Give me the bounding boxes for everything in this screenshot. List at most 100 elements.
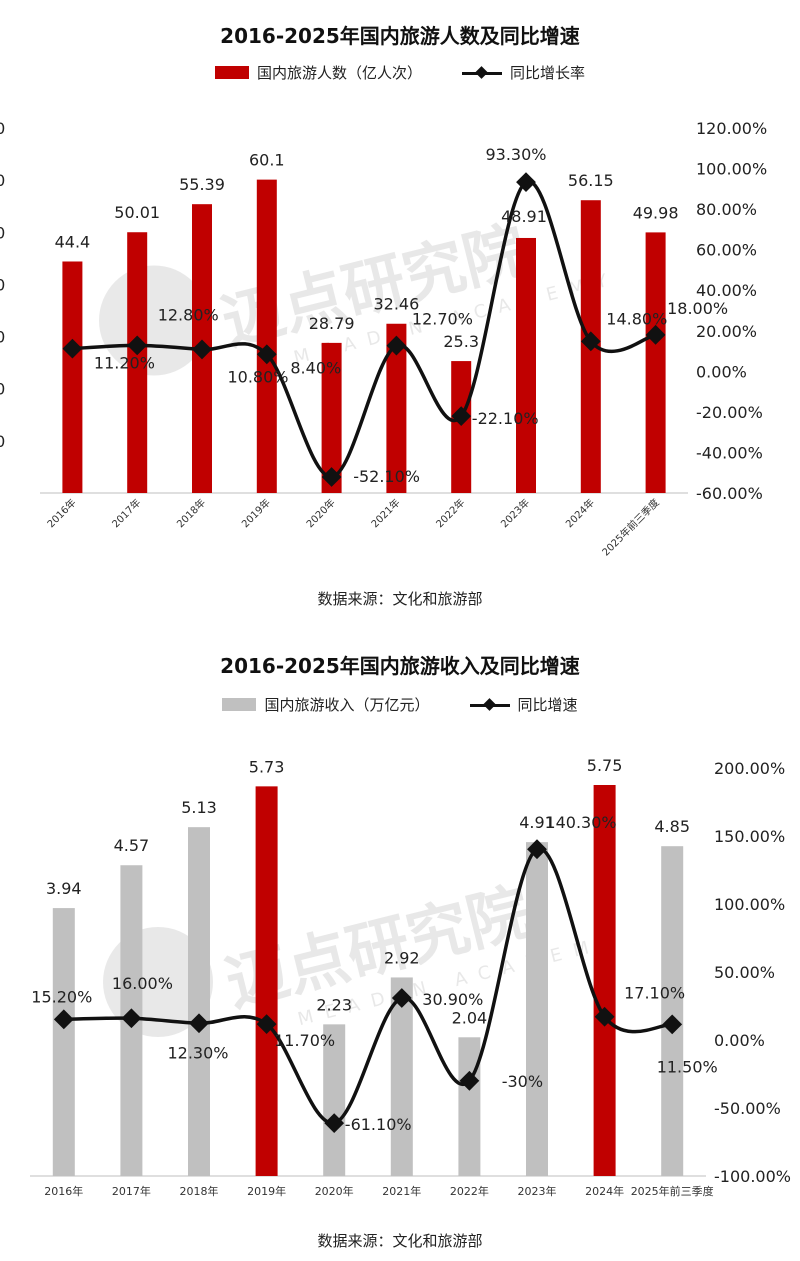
bar-data-label: 2.23 xyxy=(316,995,352,1014)
bar-data-label: 50.01 xyxy=(114,203,160,222)
y2-axis-tick-label: 60.00% xyxy=(696,241,757,260)
bar xyxy=(188,827,210,1176)
bar-data-label: 3.94 xyxy=(46,879,82,898)
legend-label: 国内旅游收入（万亿元） xyxy=(264,696,430,714)
bar xyxy=(323,1024,346,1176)
x-axis-tick-label: 2023年 xyxy=(498,496,532,530)
bar xyxy=(62,261,83,493)
legend-bar-swatch xyxy=(214,66,249,79)
bar-data-label: 5.73 xyxy=(249,757,285,776)
y-axis-tick-label: 20 xyxy=(0,380,5,399)
y2-axis-tick-label: 120.00% xyxy=(696,119,767,138)
line-data-label: -22.10% xyxy=(472,409,539,428)
x-axis-tick-label: 2022年 xyxy=(433,496,467,530)
y2-axis-tick-label: 100.00% xyxy=(714,895,785,914)
chart-source: 数据来源：文化和旅游部 xyxy=(317,590,483,608)
y2-axis-tick-label: 50.00% xyxy=(714,963,775,982)
bar xyxy=(593,785,616,1176)
line-point-marker xyxy=(594,1006,615,1027)
bar xyxy=(390,977,413,1176)
line-point-marker xyxy=(62,338,83,359)
bar xyxy=(451,361,472,493)
chart-title: 2016-2025年国内旅游人数及同比增速 xyxy=(220,24,580,48)
y-axis-tick-label: 30 xyxy=(0,328,5,347)
bar xyxy=(321,342,342,493)
line-data-label: 17.10% xyxy=(624,984,685,1003)
line-data-label: 140.30% xyxy=(545,813,616,832)
bar-data-label: 55.39 xyxy=(179,175,225,194)
line-data-label: 30.90% xyxy=(422,990,483,1009)
legend-label: 同比增速 xyxy=(517,696,578,714)
chart-source: 数据来源：文化和旅游部 xyxy=(317,1232,483,1250)
x-axis-tick-label: 2016年 xyxy=(44,496,78,530)
line-data-label: 14.80% xyxy=(606,309,667,328)
x-axis-tick-label: 2025年前三季度 xyxy=(599,496,662,559)
line-point-marker xyxy=(256,1014,277,1034)
line-data-label: 18.00% xyxy=(667,299,728,318)
bar-data-label: 25.3 xyxy=(443,332,479,351)
x-axis-tick-label: 2017年 xyxy=(109,496,143,530)
line-data-label: 12.80% xyxy=(158,305,219,324)
line-point-marker xyxy=(391,988,412,1008)
line-data-label: 16.00% xyxy=(112,974,173,993)
x-axis-tick-label: 2018年 xyxy=(180,1184,219,1198)
y2-axis-tick-label: -20.00% xyxy=(696,403,763,422)
line-data-label: 12.30% xyxy=(167,1043,228,1062)
y2-axis-tick-label: 20.00% xyxy=(696,322,757,341)
y-axis-tick-label: 50 xyxy=(0,223,5,242)
x-axis-tick-label: 2021年 xyxy=(368,496,402,530)
bar xyxy=(661,846,684,1176)
y2-axis-tick-label: 0.00% xyxy=(714,1031,765,1050)
chart-title: 2016-2025年国内旅游收入及同比增速 xyxy=(220,654,580,678)
bar-data-label: 4.57 xyxy=(114,836,150,855)
legend-item-line: 同比增速 xyxy=(469,694,578,715)
y2-axis-tick-label: -50.00% xyxy=(714,1099,781,1118)
line-point-marker xyxy=(192,339,212,360)
chart-legend: 国内旅游收入（万亿元） 同比增速 xyxy=(0,694,800,715)
legend-label: 国内旅游人数（亿人次） xyxy=(256,64,422,82)
x-axis-tick-label: 2020年 xyxy=(303,496,337,530)
tourist-count-chart: 2016-2025年国内旅游人数及同比增速 国内旅游人数（亿人次） 同比增长率 … xyxy=(0,0,800,620)
x-axis-tick-label: 2023年 xyxy=(518,1184,557,1198)
chart-legend: 国内旅游人数（亿人次） 同比增长率 xyxy=(0,62,800,83)
line-data-label: 10.80% xyxy=(227,367,288,386)
legend-item-bars: 国内旅游收入（万亿元） xyxy=(222,694,430,715)
line-data-label: 93.30% xyxy=(485,145,546,164)
bar-data-label: 28.79 xyxy=(309,314,355,333)
x-axis-tick-label: 2018年 xyxy=(174,496,208,530)
y-axis-tick-label: 10 xyxy=(0,432,5,451)
bar-data-label: 32.46 xyxy=(373,295,419,314)
tourism-revenue-chart: 2016-2025年国内旅游收入及同比增速 国内旅游收入（万亿元） 同比增速 迈… xyxy=(0,630,800,1261)
line-data-label: 11.50% xyxy=(657,1057,718,1076)
bar-data-label: 44.4 xyxy=(55,232,91,251)
bar-data-label: 2.04 xyxy=(452,1008,488,1027)
y-axis-tick-label: 40 xyxy=(0,275,5,294)
line-data-label: 15.20% xyxy=(31,987,92,1006)
line-data-label: -52.10% xyxy=(353,467,420,486)
bar-data-label: 60.1 xyxy=(249,151,285,170)
line-data-label: 11.70% xyxy=(274,1031,335,1050)
x-axis-tick-label: 2021年 xyxy=(382,1184,421,1198)
x-axis-tick-label: 2019年 xyxy=(247,1184,286,1198)
line-data-label: 11.20% xyxy=(94,354,155,373)
y-axis-tick-label: 70 xyxy=(0,119,5,138)
bar xyxy=(386,323,407,493)
legend-line-swatch xyxy=(462,66,502,80)
bar xyxy=(458,1037,481,1176)
line-point-marker xyxy=(256,344,277,365)
line-point-marker xyxy=(451,406,472,427)
bar xyxy=(255,786,278,1176)
bar-data-label: 2.92 xyxy=(384,948,420,967)
x-axis-tick-label: 2016年 xyxy=(44,1184,83,1198)
bar-data-label: 5.75 xyxy=(587,756,623,775)
bar-data-label: 49.98 xyxy=(633,203,679,222)
x-axis-tick-label: 2025年前三季度 xyxy=(631,1184,714,1198)
bar xyxy=(52,908,75,1176)
bar xyxy=(526,842,548,1176)
y2-axis-tick-label: 80.00% xyxy=(696,200,757,219)
bar-data-label: 56.15 xyxy=(568,171,614,190)
legend-item-line: 同比增长率 xyxy=(462,62,585,83)
